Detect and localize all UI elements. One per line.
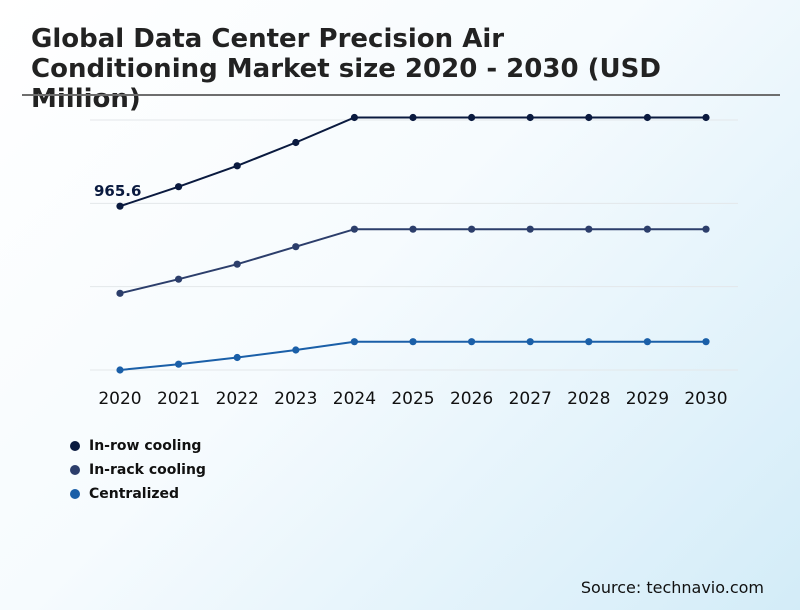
data-point [643,113,652,122]
legend-marker [70,489,80,499]
chart-title: Global Data Center Precision Air Conditi… [31,24,661,114]
series-layer [116,113,710,374]
source-credit: Source: technavio.com [580,578,764,597]
data-point [233,353,241,362]
x-tick-label: 2027 [509,389,552,409]
x-axis: 2020 2021 2022 2023 2024 2025 2026 2027 2028 2029… [98,389,727,409]
legend-label: In-row cooling [89,438,202,454]
data-point [292,346,300,354]
legend-item-centralized[interactable]: Centralized [70,482,206,506]
data-point [585,113,593,122]
legend-item-in-row[interactable]: In-row cooling [70,434,206,458]
x-tick-label: 2025 [391,389,434,409]
legend-label: Centralized [89,486,180,502]
legend-item-in-rack[interactable]: In-rack cooling [70,458,206,482]
legend-marker [70,465,80,475]
series-in-row-cooling [116,113,710,210]
legend-marker [70,441,80,451]
series-in-rack-cooling [116,225,710,297]
title-divider [22,94,780,96]
data-point [350,225,358,233]
data-point [116,289,124,297]
data-point [175,183,183,191]
data-point [409,225,417,233]
data-point [702,113,710,122]
series-line [119,116,706,208]
x-tick-label: 2028 [567,389,610,409]
data-point [233,260,241,268]
data-point [526,113,534,122]
data-point [233,162,241,170]
data-point [409,113,417,122]
data-point [292,243,300,251]
data-point [409,338,417,346]
data-point [643,225,652,233]
x-tick-label: 2024 [333,389,376,409]
data-point [702,225,710,233]
data-point [175,360,183,368]
legend-label: In-rack cooling [89,462,206,478]
data-point [350,338,358,346]
data-point [468,338,476,346]
x-tick-label: 2020 [98,389,141,409]
line-chart: 965.6 2020 2021 2022 2023 2024 2025 2026 2027 20… [90,113,738,409]
label-layer: 965.6 [94,182,141,200]
data-point [585,225,593,233]
data-point [526,338,534,346]
data-point [468,225,476,233]
legend: In-row cooling In-rack cooling Centraliz… [70,434,206,506]
data-point [585,338,593,346]
data-point [292,138,300,147]
data-label: 965.6 [94,182,141,200]
data-point [116,202,124,210]
data-point [526,225,534,233]
data-point [175,275,183,283]
x-tick-label: 2021 [157,389,200,409]
data-point [702,338,710,346]
data-point [643,338,652,346]
x-tick-label: 2023 [274,389,317,409]
x-tick-label: 2022 [216,389,259,409]
gridlines [90,119,738,371]
x-tick-label: 2026 [450,389,493,409]
data-point [116,366,124,374]
series-line [119,340,706,371]
series-centralized [116,338,710,374]
x-tick-label: 2029 [626,389,669,409]
data-point [350,113,358,122]
data-point [468,113,476,122]
series-line [119,228,706,295]
x-tick-label: 2030 [684,389,727,409]
